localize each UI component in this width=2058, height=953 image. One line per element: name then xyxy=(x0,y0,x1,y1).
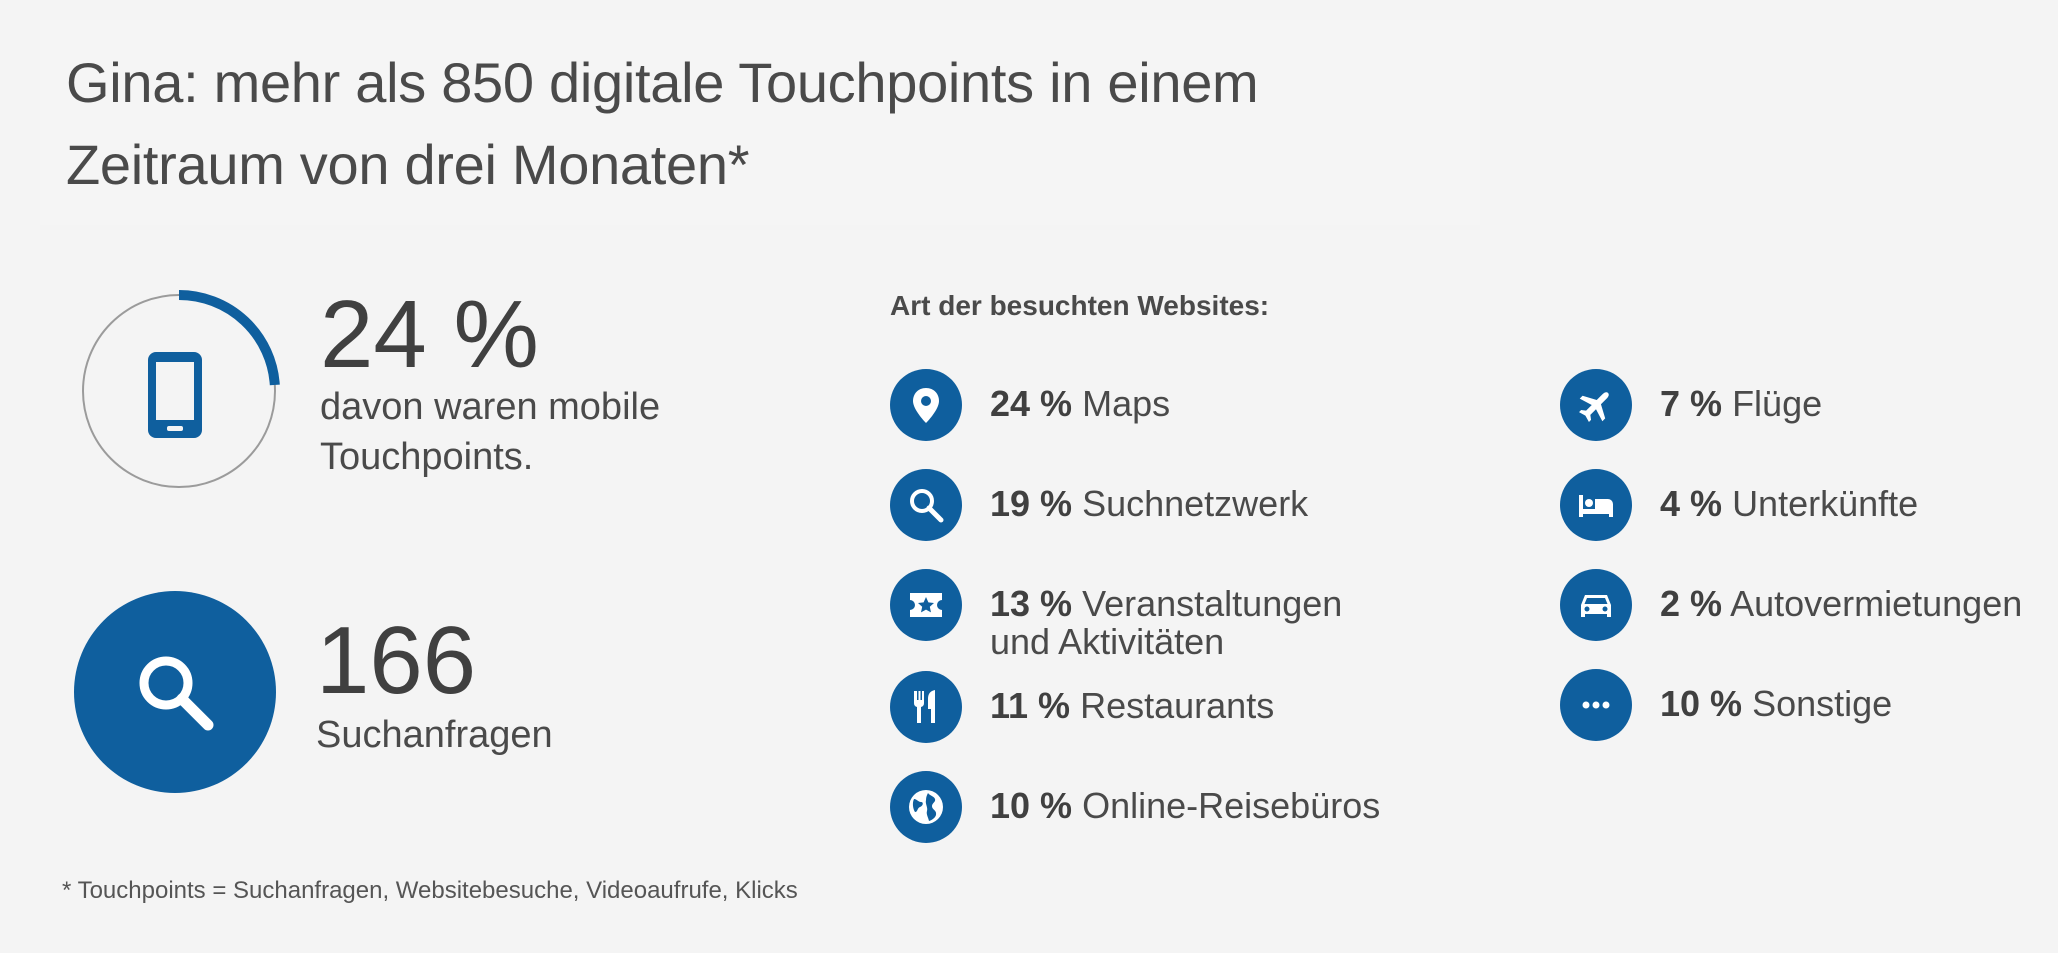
mobile-share-ring-arc xyxy=(178,290,280,386)
website-percent: 24 % xyxy=(990,383,1073,424)
website-percent: 4 % xyxy=(1660,483,1723,524)
smartphone-icon xyxy=(148,352,202,438)
restaurant-icon xyxy=(913,690,935,723)
search-count-value: 166 xyxy=(316,607,477,714)
search-icon xyxy=(910,489,944,523)
website-item-search-network: 19 % Suchnetzwerk xyxy=(890,469,1410,541)
search-count-badge xyxy=(74,591,276,793)
website-percent: 13 % xyxy=(990,583,1073,624)
title-panel xyxy=(40,20,1480,225)
search-count-caption: Suchanfragen xyxy=(316,714,553,756)
website-item-accommodations: 4 % Unterkünfte xyxy=(1560,469,2058,541)
website-percent: 10 % xyxy=(990,785,1073,826)
website-percent: 7 % xyxy=(1660,383,1723,424)
website-label: Sonstige xyxy=(1752,683,1893,724)
website-item-restaurants: 11 % Restaurants xyxy=(890,671,1410,743)
website-item-events: 13 % Veranstaltungen und Aktivitäten xyxy=(890,569,1410,661)
search-icon xyxy=(139,656,214,731)
website-label: Veranstaltungen und Aktivitäten xyxy=(990,583,1343,662)
website-label: Flüge xyxy=(1732,383,1823,424)
website-percent: 11 % xyxy=(990,685,1071,726)
website-label: Unterkünfte xyxy=(1732,483,1919,524)
mobile-share-value: 24 % xyxy=(320,281,539,388)
page-title: Gina: mehr als 850 digitale Touchpoints … xyxy=(66,51,1259,196)
website-item-car-rentals: 2 % Autovermietungen xyxy=(1560,569,2058,641)
footnote: * Touchpoints = Suchanfragen, Websitebes… xyxy=(62,877,798,904)
website-item-flights: 7 % Flüge xyxy=(1560,369,2058,441)
website-percent: 2 % xyxy=(1660,583,1723,624)
globe-icon xyxy=(909,790,943,824)
airplane-icon xyxy=(1579,392,1609,422)
website-percent: 19 % xyxy=(990,483,1073,524)
ticket-icon xyxy=(910,593,942,617)
website-percent: 10 % xyxy=(1660,683,1743,724)
website-label: Autovermietungen xyxy=(1730,583,2023,624)
website-item-maps: 24 % Maps xyxy=(890,369,1410,441)
website-label: Restaurants xyxy=(1080,685,1275,726)
website-item-online-travel-agencies: 10 % Online-Reisebüros xyxy=(890,771,1410,843)
website-label: Online-Reisebüros xyxy=(1082,785,1381,826)
more-dots-icon xyxy=(1582,701,1610,709)
map-pin-icon xyxy=(913,388,939,423)
mobile-share-caption: davon waren mobile Touchpoints. xyxy=(320,386,661,478)
car-icon xyxy=(1581,595,1611,617)
website-item-other: 10 % Sonstige xyxy=(1560,669,2058,741)
bed-icon xyxy=(1579,495,1613,517)
mobile-share-ring xyxy=(82,290,280,488)
websites-heading: Art der besuchten Websites: xyxy=(890,290,1270,321)
website-label: Suchnetzwerk xyxy=(1082,483,1309,524)
website-label: Maps xyxy=(1082,383,1171,424)
